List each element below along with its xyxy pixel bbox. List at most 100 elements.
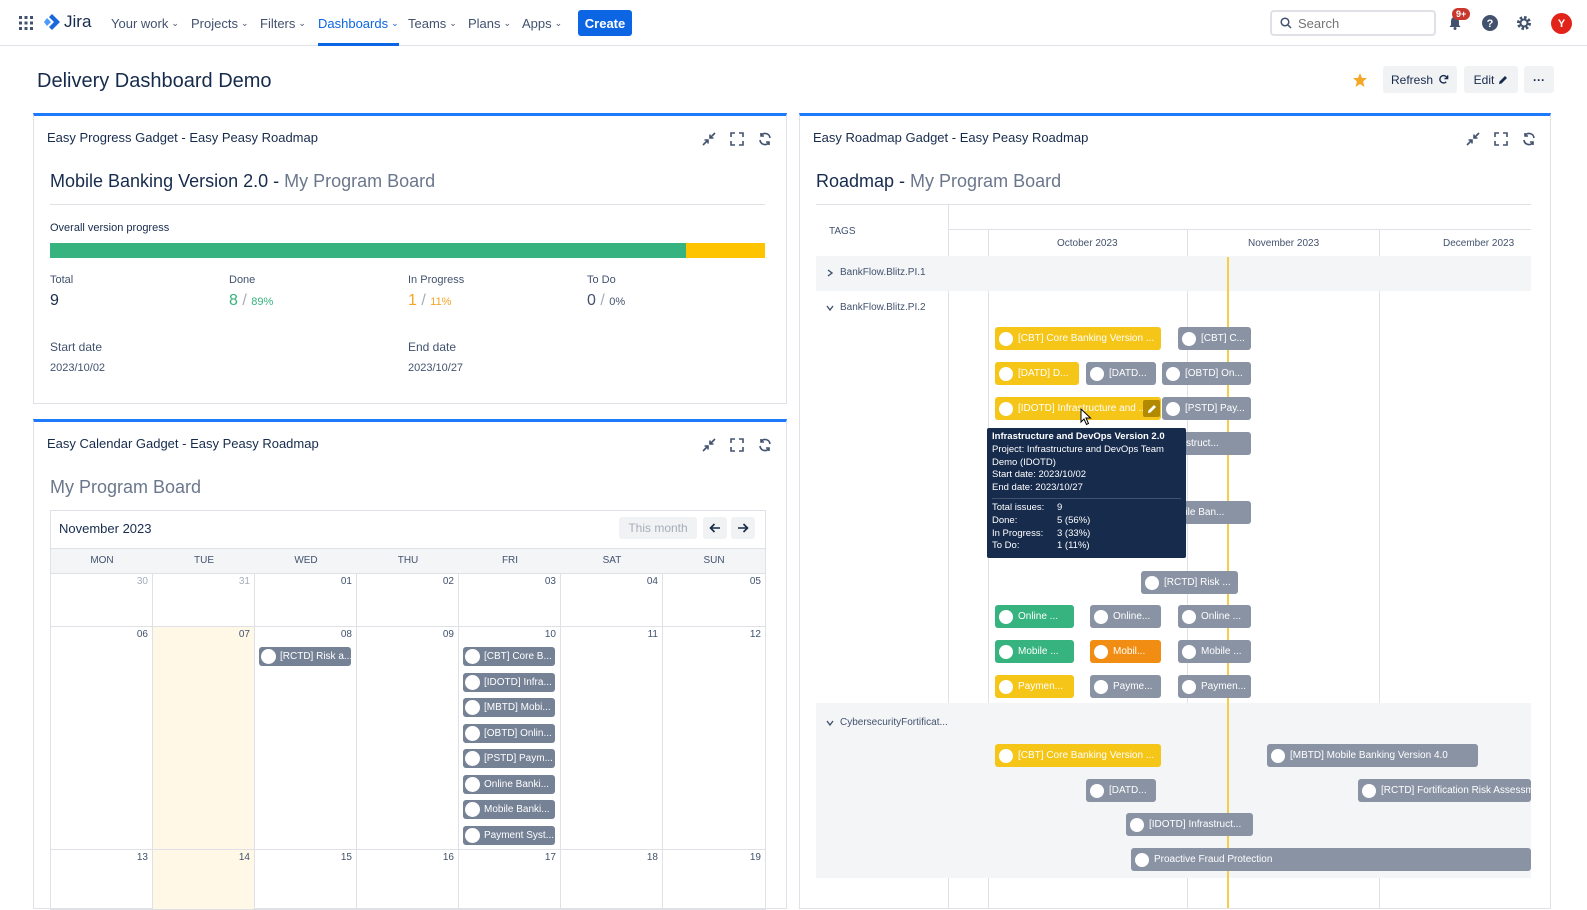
roadmap-bar[interactable]: [DATD... <box>1086 362 1156 385</box>
bar-label: [CBT] Core Banking Version ... <box>1018 750 1155 761</box>
nav-filters[interactable]: Filters ⌄ <box>260 0 306 46</box>
end-date-label: End date <box>408 340 457 354</box>
star-icon[interactable] <box>1352 72 1368 93</box>
more-actions-button[interactable]: ··· <box>1524 66 1554 93</box>
calendar-day-cell[interactable]: 31 <box>153 574 255 627</box>
roadmap-bar[interactable]: [PSTD] Pay... <box>1162 397 1251 420</box>
board-name[interactable]: My Program Board <box>284 171 436 191</box>
calendar-day-cell[interactable]: 01 <box>255 574 357 627</box>
tooltip-end: End date: 2023/10/27 <box>992 482 1083 494</box>
roadmap-bar[interactable]: [CBT] Core Banking Version ... <box>995 327 1161 350</box>
roadmap-bar[interactable]: [CBT] Core Banking Version ... <box>995 744 1161 767</box>
calendar-day-cell[interactable]: 08 [RCTD] Risk a... <box>255 627 357 850</box>
calendar-day-cell[interactable]: 09 <box>357 627 459 850</box>
roadmap-bar[interactable]: Mobile ... <box>1178 640 1251 663</box>
roadmap-bar[interactable]: [DATD... <box>1086 779 1156 802</box>
roadmap-bar[interactable]: Payme... <box>1090 675 1161 698</box>
maximize-icon[interactable] <box>728 130 746 148</box>
version-icon <box>465 776 480 792</box>
calendar-day-cell[interactable]: 15 <box>255 850 357 910</box>
calendar-event[interactable]: [RCTD] Risk a... <box>259 647 351 666</box>
roadmap-bar[interactable]: [RCTD] Fortification Risk Assessment <box>1358 779 1531 802</box>
bar-label: [MBTD] Mobile Banking Version 4.0 <box>1290 750 1448 761</box>
refresh-gadget-icon[interactable] <box>756 130 774 148</box>
calendar-day-cell[interactable]: 18 <box>561 850 663 910</box>
refresh-button[interactable]: Refresh <box>1383 66 1457 93</box>
maximize-icon[interactable] <box>1492 130 1510 148</box>
refresh-gadget-icon[interactable] <box>1520 130 1538 148</box>
search-input[interactable] <box>1298 15 1428 31</box>
group-toggle[interactable]: CybersecurityFortificat... <box>826 717 948 728</box>
calendar-day-cell[interactable]: 14 <box>153 850 255 910</box>
jira-logo[interactable]: Jira <box>43 12 91 32</box>
roadmap-bar[interactable]: Online... <box>1090 605 1161 628</box>
calendar-day-cell[interactable]: 02 <box>357 574 459 627</box>
calendar-event[interactable]: Payment Syst... <box>463 825 555 845</box>
calendar-day-cell[interactable]: 17 <box>459 850 561 910</box>
calendar-event[interactable]: [MBTD] Mobi... <box>463 698 555 717</box>
calendar-day-cell[interactable]: 13 <box>51 850 153 910</box>
create-button[interactable]: Create <box>578 10 632 36</box>
previous-month-button[interactable] <box>703 517 727 539</box>
roadmap-bar[interactable]: [RCTD] Risk ... <box>1141 571 1238 594</box>
roadmap-bar[interactable]: [OBTD] On... <box>1162 362 1251 385</box>
roadmap-bar[interactable]: [CBT] C... <box>1178 327 1251 350</box>
user-avatar[interactable]: Y <box>1551 13 1572 34</box>
calendar-day-cell[interactable]: 11 <box>561 627 663 850</box>
version-icon <box>999 609 1013 624</box>
calendar-day-cell[interactable]: 05 <box>663 574 765 627</box>
calendar-day-cell[interactable]: 16 <box>357 850 459 910</box>
edit-bar-button[interactable] <box>1143 400 1160 417</box>
calendar-day-cell-today[interactable]: 07 <box>153 627 255 850</box>
edit-button[interactable]: Edit <box>1464 66 1518 93</box>
nav-your-work[interactable]: Your work ⌄ <box>111 0 179 46</box>
chevron-down-icon: ⌄ <box>449 17 457 28</box>
minimize-icon[interactable] <box>700 436 718 454</box>
nav-apps[interactable]: Apps ⌄ <box>522 0 562 46</box>
calendar-day-cell[interactable]: 06 <box>51 627 153 850</box>
app-switcher-icon[interactable] <box>16 13 36 33</box>
calendar-day-cell[interactable]: 19 <box>663 850 765 910</box>
refresh-gadget-icon[interactable] <box>756 436 774 454</box>
nav-projects[interactable]: Projects ⌄ <box>191 0 249 46</box>
calendar-event[interactable]: [CBT] Core B... <box>463 647 555 666</box>
roadmap-bar[interactable]: [DATD] D... <box>995 362 1079 385</box>
group-toggle[interactable]: BankFlow.Blitz.PI.2 <box>826 302 926 313</box>
bar-label: Infrastruct... <box>1166 438 1219 449</box>
roadmap-bar-selected[interactable]: [IDOTD] Infrastructure and ... <box>995 397 1161 420</box>
calendar-board-title[interactable]: My Program Board <box>50 477 202 497</box>
calendar-event[interactable]: [IDOTD] Infra... <box>463 672 555 692</box>
calendar-day-cell[interactable]: 04 <box>561 574 663 627</box>
roadmap-bar[interactable]: Mobile ... <box>995 640 1074 663</box>
nav-dashboards[interactable]: Dashboards ⌄ <box>318 0 399 46</box>
roadmap-bar[interactable]: Proactive Fraud Protection <box>1131 848 1531 871</box>
roadmap-bar[interactable]: Online ... <box>1178 605 1251 628</box>
calendar-event[interactable]: Online Banki... <box>463 774 555 794</box>
this-month-button[interactable]: This month <box>619 517 697 539</box>
title-separator: - <box>268 171 285 191</box>
bar-label: [OBTD] On... <box>1185 368 1243 379</box>
roadmap-bar[interactable]: Online ... <box>995 605 1074 628</box>
maximize-icon[interactable] <box>728 436 746 454</box>
minimize-icon[interactable] <box>1464 130 1482 148</box>
calendar-day-cell[interactable]: 30 <box>51 574 153 627</box>
minimize-icon[interactable] <box>700 130 718 148</box>
help-icon[interactable]: ? <box>1480 13 1500 33</box>
board-name[interactable]: My Program Board <box>910 171 1062 191</box>
next-month-button[interactable] <box>731 517 755 539</box>
roadmap-bar[interactable]: [IDOTD] Infrastruct... <box>1126 813 1253 836</box>
nav-teams[interactable]: Teams ⌄ <box>408 0 457 46</box>
roadmap-bar[interactable]: Paymen... <box>1178 675 1251 698</box>
roadmap-bar[interactable]: Paymen... <box>995 675 1074 698</box>
roadmap-bar[interactable]: [MBTD] Mobile Banking Version 4.0 <box>1267 744 1478 767</box>
roadmap-bar[interactable]: Mobil... <box>1090 640 1161 663</box>
calendar-event[interactable]: Mobile Banki... <box>463 800 555 819</box>
calendar-day-cell[interactable]: 10 [CBT] Core B... [IDOTD] Infra... [MBT… <box>459 627 561 850</box>
calendar-event[interactable]: [PSTD] Paym... <box>463 749 555 768</box>
calendar-day-cell[interactable]: 12 <box>663 627 765 850</box>
calendar-event[interactable]: [OBTD] Onlin... <box>463 723 555 743</box>
nav-plans[interactable]: Plans ⌄ <box>468 0 511 46</box>
settings-gear-icon[interactable] <box>1514 13 1534 33</box>
calendar-day-cell[interactable]: 03 <box>459 574 561 627</box>
group-toggle[interactable]: BankFlow.Blitz.PI.1 <box>826 267 926 278</box>
